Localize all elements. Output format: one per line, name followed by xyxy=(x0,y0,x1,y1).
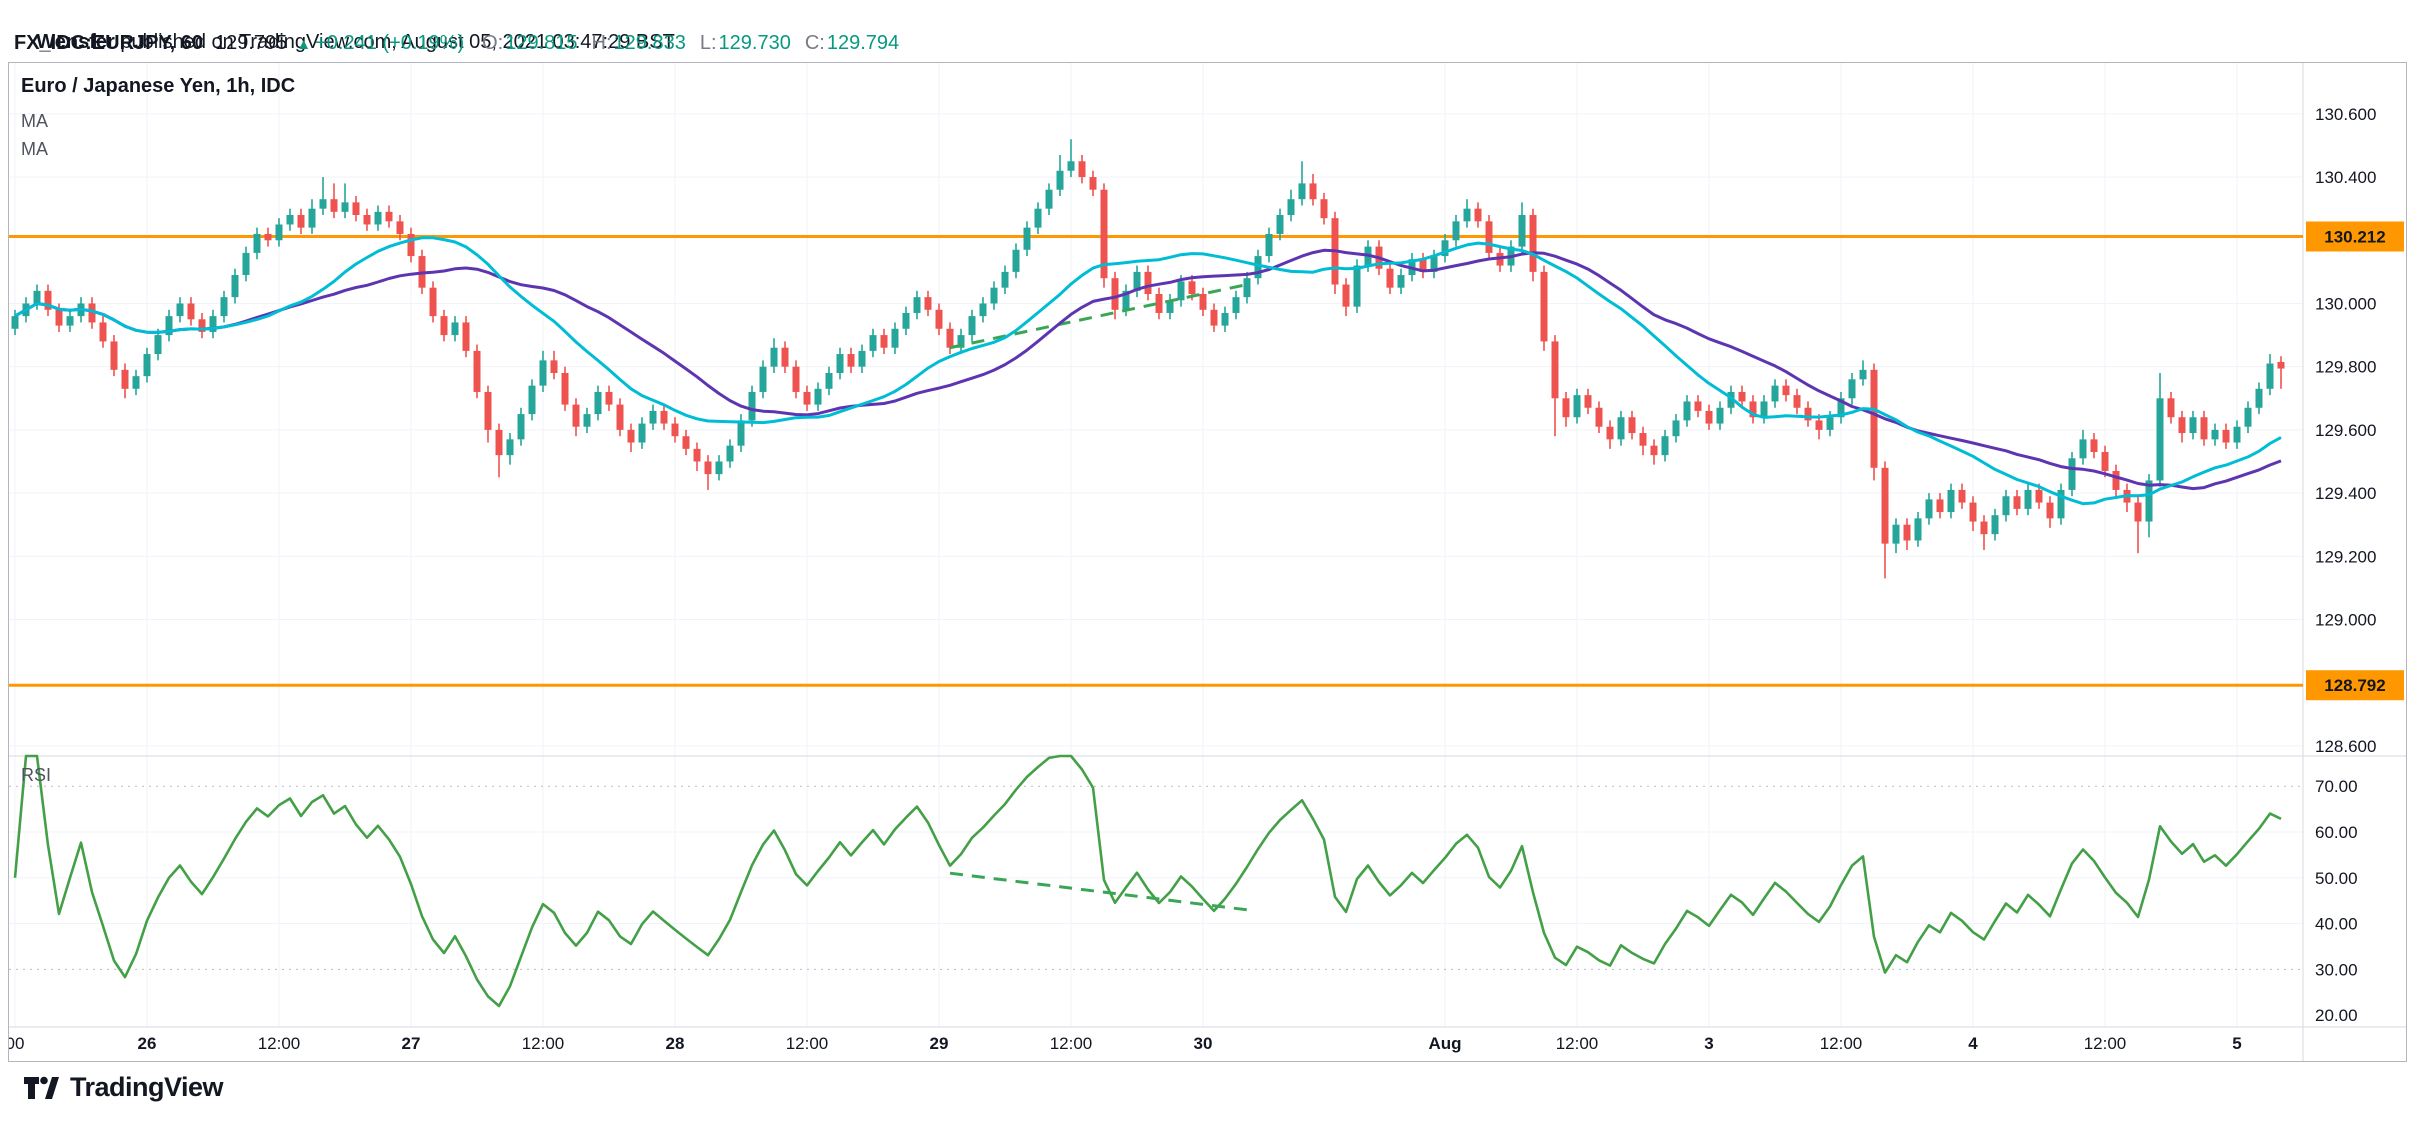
ma-fast-line[interactable] xyxy=(14,236,2282,506)
svg-text:26: 26 xyxy=(138,1034,157,1053)
svg-text:129.800: 129.800 xyxy=(2315,358,2376,377)
svg-text:70.00: 70.00 xyxy=(2315,777,2358,796)
svg-text:129.200: 129.200 xyxy=(2315,547,2376,566)
svg-text:00: 00 xyxy=(9,1034,24,1053)
author-name: Wensfer xyxy=(36,31,115,53)
price-gridlines xyxy=(9,113,2303,747)
level-price-tag: 128.792 xyxy=(2306,670,2404,701)
publish-info: published on TradingView.com, August 05,… xyxy=(114,31,675,53)
low-value: 129.730 xyxy=(718,32,791,54)
svg-text:5: 5 xyxy=(2232,1034,2241,1053)
price-axis[interactable]: 130.600 130.400 130.000 129.800 129.600 129.4… xyxy=(2306,105,2404,1025)
tradingview-brand[interactable]: TradingView xyxy=(70,1072,224,1102)
high-label: H: xyxy=(591,32,612,54)
vertical-gridlines xyxy=(14,63,2238,1027)
svg-text:12:00: 12:00 xyxy=(1556,1034,1599,1053)
svg-text:130.212: 130.212 xyxy=(2324,227,2385,246)
pane-separators xyxy=(9,63,2406,1061)
price-trendline[interactable] xyxy=(949,283,1248,350)
svg-text:28: 28 xyxy=(666,1034,685,1053)
ma-indicator-label-1[interactable]: MA xyxy=(21,111,48,131)
svg-text:4: 4 xyxy=(1968,1034,1978,1053)
candles-layer[interactable] xyxy=(11,139,2285,579)
svg-text:30: 30 xyxy=(1194,1034,1213,1053)
svg-text:12:00: 12:00 xyxy=(522,1034,565,1053)
svg-text:130.000: 130.000 xyxy=(2315,294,2376,313)
svg-text:129.600: 129.600 xyxy=(2315,421,2376,440)
last-price: 129.795 xyxy=(214,32,288,54)
rsi-line[interactable] xyxy=(13,754,2282,1008)
publish-line: Wensfer published on TradingView.com, Au… xyxy=(14,5,675,80)
close-label: C: xyxy=(804,32,825,54)
close-value: 129.794 xyxy=(826,32,900,54)
svg-text:130.400: 130.400 xyxy=(2315,168,2376,187)
ma-indicator-label-2[interactable]: MA xyxy=(21,139,48,159)
svg-text:12:00: 12:00 xyxy=(786,1034,829,1053)
svg-text:Aug: Aug xyxy=(1428,1034,1461,1053)
ma-slow-line[interactable] xyxy=(14,248,2282,491)
symbol-info-line: FX_IDC:EURJPY, 60 129.795 ▲ +0.241 (+0.1… xyxy=(14,31,913,57)
svg-text:130.600: 130.600 xyxy=(2315,105,2376,124)
tradingview-logo-icon[interactable] xyxy=(24,1073,60,1103)
chart-frame[interactable]: 130.600 130.400 130.000 129.800 129.600 129.4… xyxy=(8,62,2407,1062)
footer: TradingView xyxy=(24,1072,224,1103)
horizontal-level-lines[interactable] xyxy=(9,234,2303,687)
svg-text:60.00: 60.00 xyxy=(2315,823,2358,842)
svg-text:3: 3 xyxy=(1704,1034,1713,1053)
rsi-indicator-label[interactable]: RSI xyxy=(21,765,52,785)
svg-text:12:00: 12:00 xyxy=(258,1034,301,1053)
price-change: +0.241 (+0.19%) xyxy=(315,32,465,54)
low-label: L: xyxy=(699,32,717,54)
open-label: O: xyxy=(482,32,504,54)
time-axis[interactable]: 00 26 12:00 27 12:00 28 12:00 29 12:00 30 Aug 12:00… xyxy=(9,1034,2242,1053)
level-price-tag: 130.212 xyxy=(2306,221,2404,252)
svg-text:128.600: 128.600 xyxy=(2315,737,2376,756)
svg-text:12:00: 12:00 xyxy=(2084,1034,2127,1053)
svg-text:129.000: 129.000 xyxy=(2315,610,2376,629)
high-value: 129.833 xyxy=(613,32,686,54)
open-value: 129.815 xyxy=(505,32,578,54)
symbol-interval[interactable]: FX_IDC:EURJPY, 60 xyxy=(14,32,203,54)
rsi-gridlines xyxy=(9,785,2303,970)
svg-text:40.00: 40.00 xyxy=(2315,915,2358,934)
chart-title[interactable]: Euro / Japanese Yen, 1h, IDC xyxy=(21,75,296,97)
svg-text:20.00: 20.00 xyxy=(2315,1006,2358,1025)
svg-text:29: 29 xyxy=(930,1034,949,1053)
change-up-arrow-icon: ▲ xyxy=(296,36,312,53)
svg-text:30.00: 30.00 xyxy=(2315,960,2358,979)
chart-canvas[interactable]: 130.600 130.400 130.000 129.800 129.600 129.4… xyxy=(9,63,2406,1061)
chart-legend: Euro / Japanese Yen, 1h, IDC MA MA xyxy=(21,75,295,163)
svg-text:50.00: 50.00 xyxy=(2315,869,2358,888)
svg-text:12:00: 12:00 xyxy=(1820,1034,1863,1053)
svg-text:128.792: 128.792 xyxy=(2324,676,2385,695)
svg-text:27: 27 xyxy=(402,1034,421,1053)
svg-text:129.400: 129.400 xyxy=(2315,484,2376,503)
rsi-trendline[interactable] xyxy=(949,871,1248,912)
svg-text:12:00: 12:00 xyxy=(1050,1034,1093,1053)
